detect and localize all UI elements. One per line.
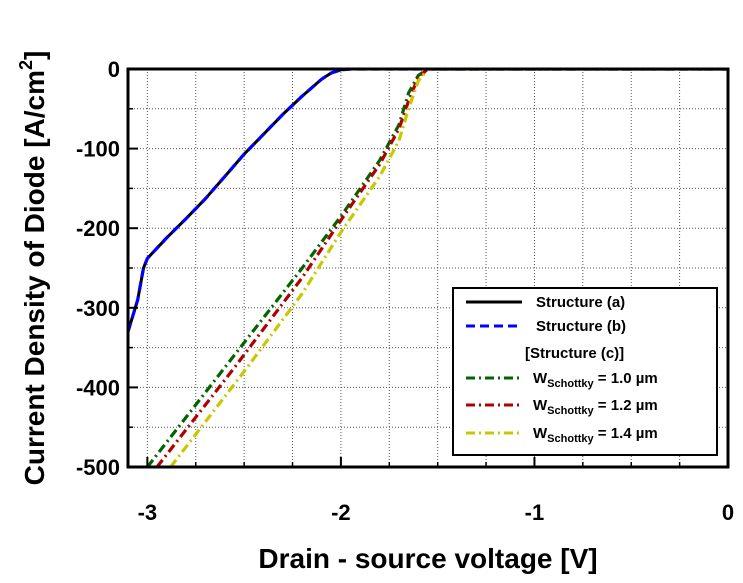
- y-axis-title-sup: 2: [16, 60, 36, 70]
- ticks: [128, 68, 729, 468]
- x-tick-label: -2: [331, 500, 351, 525]
- legend-box: [452, 287, 718, 456]
- y-tick-label: -300: [76, 296, 120, 321]
- series-line: [128, 69, 728, 333]
- grid: [128, 68, 729, 468]
- legend: Structure (a) Structure (b) [Structure (c)…: [452, 287, 718, 456]
- y-tick-label: -400: [76, 375, 120, 400]
- legend-label: WSchottky = 1.2 µm: [533, 397, 658, 417]
- y-axis-title-main: Current Density of Diode [A/cm: [19, 70, 50, 485]
- y-axis-title: Current Density of Diode [A/cm2]: [16, 51, 50, 486]
- y-axis-title-end: ]: [19, 51, 50, 60]
- series-line: [146, 69, 728, 467]
- legend-group-header: [Structure (c)]: [525, 345, 624, 362]
- x-axis-title: Drain - source voltage [V]: [258, 543, 597, 574]
- series-line: [169, 69, 728, 467]
- legend-label: Structure (a): [536, 294, 625, 311]
- y-tick-label: 0: [108, 57, 120, 82]
- y-tick-label: -500: [76, 455, 120, 480]
- y-tick-label: -100: [76, 137, 120, 162]
- series-layer: [128, 69, 728, 467]
- y-tick-label: -200: [76, 216, 120, 241]
- legend-label: Structure (b): [536, 318, 626, 335]
- legend-label: WSchottky = 1.4 µm: [533, 425, 658, 445]
- tick-labels: -3 -2 -1 00-100-200-300-400-500: [76, 57, 734, 525]
- legend-label: WSchottky = 1.0 µm: [533, 370, 658, 390]
- x-tick-label: 0: [722, 500, 734, 525]
- x-tick-label: -1: [525, 500, 545, 525]
- x-tick-label: -3: [138, 500, 158, 525]
